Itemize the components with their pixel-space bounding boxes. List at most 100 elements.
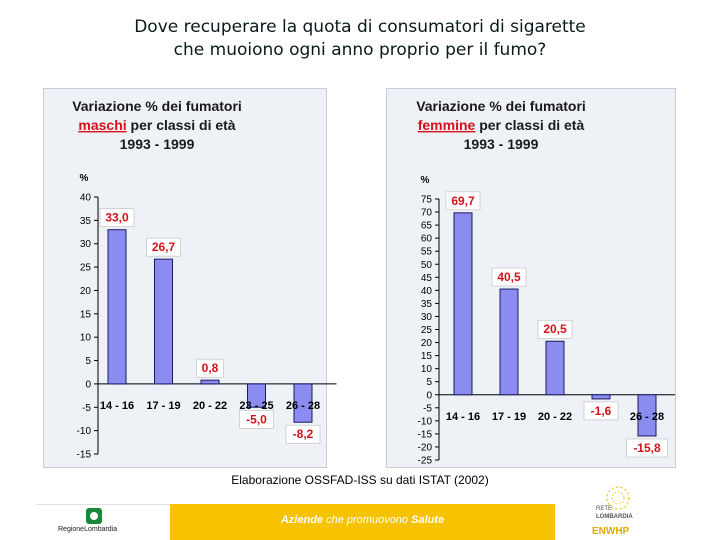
- y-tick-label: -5: [423, 403, 432, 414]
- data-label-box: [285, 424, 321, 444]
- y-tick-label: 15: [421, 351, 433, 362]
- footer: RegioneLombardia Aziende che promuovono …: [0, 486, 720, 540]
- category-label: 17 - 19: [492, 411, 526, 423]
- y-tick-label: 50: [421, 260, 433, 271]
- slide-title-line-2: che muoiono ogni anno proprio per il fum…: [173, 40, 547, 60]
- stars-icon: [606, 486, 630, 510]
- bar: [200, 379, 220, 385]
- footer-band: [170, 504, 555, 540]
- chart-females-panel: Variazione % dei fumatori femmine per cla…: [386, 88, 676, 468]
- y-tick-label: 20: [80, 286, 92, 297]
- category-label: 23 - 25: [239, 400, 273, 412]
- y-tick-label: 65: [421, 221, 433, 232]
- category-label: 26 - 28: [286, 400, 320, 412]
- category-label: 14 - 16: [100, 400, 134, 412]
- data-label: 40,5: [497, 270, 521, 284]
- chart-title-line-2-rest: per classi di età: [127, 117, 236, 133]
- y-tick-label: -15: [77, 450, 92, 461]
- y-tick-label: 20: [421, 338, 433, 349]
- y-tick-label: -5: [82, 403, 91, 414]
- y-tick-label: -20: [418, 442, 433, 453]
- y-tick-label: 25: [80, 263, 92, 274]
- chart-title-line-3: 1993 - 1999: [120, 136, 195, 152]
- chart-title-line-2: maschi per classi di età: [78, 117, 235, 133]
- chart-svg-0: Variazione % dei fumatori maschi per clas…: [72, 98, 337, 461]
- y-tick-label: 60: [421, 234, 433, 245]
- y-tick-label: 25: [421, 325, 433, 336]
- rose-camuna-icon: [86, 508, 102, 524]
- bar: [293, 383, 313, 423]
- chart-title-line-1: Variazione % dei fumatori: [416, 98, 586, 114]
- chart-svg-1: Variazione % dei fumatori femmine per cla…: [416, 98, 675, 467]
- y-tick-label: 5: [85, 356, 91, 367]
- data-label: -5,0: [246, 412, 267, 426]
- bar: [247, 383, 266, 408]
- y-tick-label: 45: [421, 273, 433, 284]
- bar: [545, 340, 565, 396]
- y-tick-label: 55: [421, 247, 433, 258]
- bar: [591, 394, 611, 400]
- data-label-box: [626, 438, 668, 458]
- data-label: -15,8: [633, 441, 661, 455]
- y-tick-label: -10: [418, 416, 433, 427]
- y-tick-label: 30: [421, 312, 433, 323]
- data-label-box: [146, 237, 181, 257]
- category-label: 14 - 16: [446, 411, 480, 423]
- category-label: 20 - 22: [538, 411, 572, 423]
- y-tick-label: 15: [80, 309, 92, 320]
- bar: [637, 394, 657, 437]
- data-label: 33,0: [105, 211, 129, 225]
- rete-logo-line-1: RETE: [596, 506, 613, 512]
- bar: [499, 288, 519, 396]
- rete-logo-line-2: LOMBARDIA: [596, 514, 633, 520]
- chart-title-line-1: Variazione % dei fumatori: [72, 98, 242, 114]
- bar: [154, 258, 173, 385]
- data-label-box: [445, 191, 481, 211]
- slide-title: Dove recuperare la quota di consumatori …: [0, 16, 720, 62]
- rete-logo-line-3: ENWHP: [592, 526, 630, 537]
- bar: [107, 229, 127, 385]
- chart-title-line-2: femmine per classi di età: [418, 117, 585, 133]
- slide-title-line-1: Dove recuperare la quota di consumatori …: [134, 17, 586, 37]
- tagline-salute: Salute: [411, 514, 445, 526]
- chart-title-line-3: 1993 - 1999: [464, 136, 539, 152]
- y-tick-label: -10: [77, 426, 92, 437]
- regione-lombardia-logo-text: RegioneLombardia: [58, 526, 118, 533]
- y-axis-label: %: [80, 173, 89, 184]
- data-label-box: [537, 319, 573, 339]
- y-tick-label: 35: [80, 216, 92, 227]
- data-label-box: [583, 401, 619, 421]
- data-label: -8,2: [293, 427, 314, 441]
- chart-title-gender: maschi: [78, 117, 126, 133]
- data-label-box: [491, 267, 527, 287]
- tagline-middle: che promuovono: [323, 514, 412, 526]
- tagline-aziende: Aziende: [280, 514, 324, 526]
- y-tick-label: 70: [421, 208, 433, 219]
- y-tick-label: -15: [418, 429, 433, 440]
- y-axis-label: %: [421, 175, 430, 186]
- data-label-box: [196, 358, 224, 378]
- data-label: 20,5: [543, 322, 567, 336]
- y-tick-label: -25: [418, 456, 433, 467]
- chart-title-gender: femmine: [418, 117, 476, 133]
- data-label: -1,6: [591, 404, 612, 418]
- y-tick-label: 10: [80, 333, 92, 344]
- y-tick-label: 0: [426, 390, 432, 401]
- y-tick-label: 40: [421, 286, 433, 297]
- regione-lombardia-logo: RegioneLombardia: [36, 504, 170, 537]
- y-tick-label: 40: [80, 193, 92, 204]
- chart-title-line-2-rest: per classi di età: [475, 117, 584, 133]
- source-note: Elaborazione OSSFAD-ISS su dati ISTAT (2…: [231, 473, 489, 487]
- data-label: 0,8: [202, 361, 219, 375]
- data-label: 69,7: [451, 194, 475, 208]
- category-label: 26 - 28: [630, 411, 664, 423]
- y-tick-label: 5: [426, 377, 432, 388]
- footer-tagline: Aziende che promuovono Salute: [170, 514, 555, 526]
- category-label: 20 - 22: [193, 400, 227, 412]
- chart-males-panel: Variazione % dei fumatori maschi per clas…: [43, 88, 337, 468]
- y-tick-label: 10: [421, 364, 433, 375]
- y-tick-label: 35: [421, 299, 433, 310]
- category-label: 17 - 19: [146, 400, 180, 412]
- data-label-box: [239, 409, 274, 429]
- data-label: 26,7: [152, 240, 176, 254]
